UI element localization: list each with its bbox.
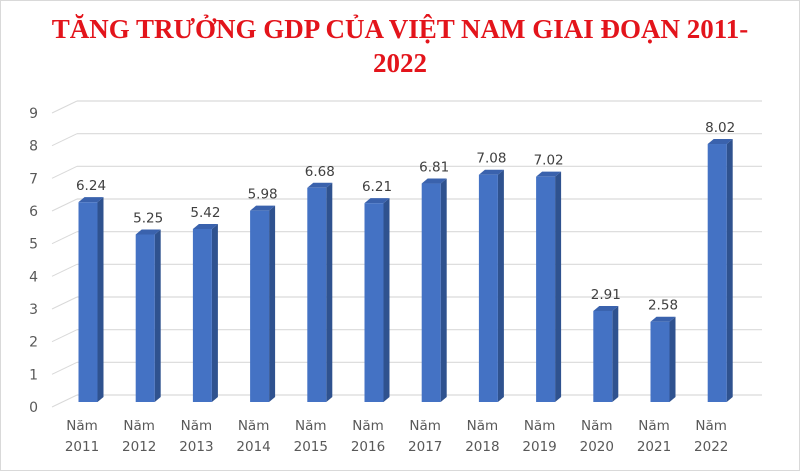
y-tick-label: 0 [29, 400, 38, 416]
svg-text:Năm: Năm [295, 418, 327, 434]
svg-text:Năm: Năm [638, 418, 670, 434]
gridline-9 [51, 100, 762, 114]
data-labels: 6.24 5.25 5.42 5.98 6.68 6.21 6.81 7.08 7.02 2.91… [76, 120, 735, 314]
bar-2012 [135, 229, 161, 402]
gridline-7 [51, 165, 762, 179]
bar-2020 [593, 305, 619, 402]
bar-2013 [192, 223, 218, 402]
gridline-1 [51, 361, 762, 375]
x-tick-label: Năm 2019 [522, 418, 556, 455]
svg-text:Năm: Năm [66, 418, 98, 434]
bar-2021 [650, 316, 676, 402]
bar-2011 [78, 197, 104, 402]
svg-text:Năm: Năm [524, 418, 556, 434]
x-tick-label: Năm 2020 [580, 418, 614, 455]
y-tick-label: 8 [29, 139, 38, 155]
data-label: 6.68 [305, 164, 335, 180]
gridline-0 [51, 394, 762, 408]
x-tick-label: Năm 2017 [408, 418, 442, 455]
svg-text:Năm: Năm [181, 418, 213, 434]
svg-text:2015: 2015 [294, 439, 328, 455]
x-tick-label: Năm 2021 [637, 418, 671, 455]
data-label: 2.91 [591, 287, 621, 303]
y-tick-label: 9 [29, 106, 38, 122]
x-tick-label: Năm 2016 [351, 418, 385, 455]
bar-2022 [707, 139, 733, 402]
chart-title-line-1: TĂNG TRƯỞNG GDP CỦA VIỆT NAM GIAI ĐOẠN 2… [51, 14, 749, 44]
data-label: 6.24 [76, 178, 106, 194]
data-label: 5.42 [190, 205, 220, 221]
svg-text:2011: 2011 [65, 439, 99, 455]
svg-text:Năm: Năm [467, 418, 499, 434]
chart-title-line-2: 2022 [373, 48, 427, 78]
x-tick-label: Năm 2012 [122, 418, 156, 455]
y-axis-ticks: 0 1 2 3 4 5 6 7 8 9 [29, 106, 38, 416]
svg-text:2022: 2022 [694, 439, 728, 455]
gridlines [51, 100, 762, 408]
data-label: 5.98 [248, 187, 278, 203]
data-label: 6.81 [419, 160, 449, 176]
svg-text:Năm: Năm [409, 418, 441, 434]
svg-text:2014: 2014 [236, 439, 270, 455]
x-tick-label: Năm 2013 [179, 418, 213, 455]
svg-text:2016: 2016 [351, 439, 385, 455]
svg-text:2020: 2020 [580, 439, 614, 455]
data-label: 8.02 [705, 120, 735, 136]
data-label: 7.08 [476, 151, 506, 167]
y-tick-label: 1 [29, 367, 38, 383]
svg-text:2018: 2018 [465, 439, 499, 455]
gridline-5 [51, 231, 762, 245]
svg-text:Năm: Năm [352, 418, 384, 434]
bar-2014 [250, 205, 276, 402]
svg-text:2012: 2012 [122, 439, 156, 455]
bar-2017 [421, 178, 447, 402]
svg-text:Năm: Năm [581, 418, 613, 434]
gridline-8 [51, 133, 762, 147]
y-tick-label: 3 [29, 302, 38, 318]
y-tick-label: 5 [29, 237, 38, 253]
x-axis-labels: Năm 2011 Năm 2012 Năm 2013 Năm 2014 Năm 2015 Năm 20… [65, 418, 729, 455]
svg-text:Năm: Năm [238, 418, 270, 434]
data-label: 7.02 [534, 153, 564, 169]
y-tick-label: 6 [29, 204, 38, 220]
bar-2019 [536, 171, 562, 402]
y-tick-label: 2 [29, 335, 38, 351]
x-tick-label: Năm 2015 [294, 418, 328, 455]
svg-text:Năm: Năm [123, 418, 155, 434]
data-label: 5.25 [133, 211, 163, 227]
svg-text:2021: 2021 [637, 439, 671, 455]
bar-series [78, 139, 733, 402]
svg-text:2017: 2017 [408, 439, 442, 455]
gridline-3 [51, 296, 762, 310]
gridline-6 [51, 198, 762, 212]
data-label: 2.58 [648, 298, 678, 314]
y-tick-label: 7 [29, 171, 38, 187]
data-label: 6.21 [362, 179, 392, 195]
svg-text:Năm: Năm [695, 418, 727, 434]
x-tick-label: Năm 2018 [465, 418, 499, 455]
bar-2018 [478, 169, 504, 402]
x-tick-label: Năm 2022 [694, 418, 728, 455]
y-tick-label: 4 [29, 269, 38, 285]
bar-2015 [307, 182, 333, 402]
gridline-4 [51, 263, 762, 277]
x-tick-label: Năm 2014 [236, 418, 270, 455]
svg-text:2013: 2013 [179, 439, 213, 455]
x-tick-label: Năm 2011 [65, 418, 99, 455]
gridline-2 [51, 329, 762, 343]
svg-text:2019: 2019 [522, 439, 556, 455]
bar-2016 [364, 198, 390, 402]
chart-title: TĂNG TRƯỞNG GDP CỦA VIỆT NAM GIAI ĐOẠN 2… [0, 12, 800, 80]
